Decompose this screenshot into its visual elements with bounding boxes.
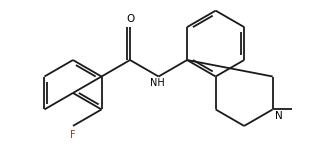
- Text: O: O: [126, 14, 134, 24]
- Text: F: F: [70, 130, 76, 140]
- Text: NH: NH: [150, 78, 165, 88]
- Text: N: N: [274, 111, 282, 121]
